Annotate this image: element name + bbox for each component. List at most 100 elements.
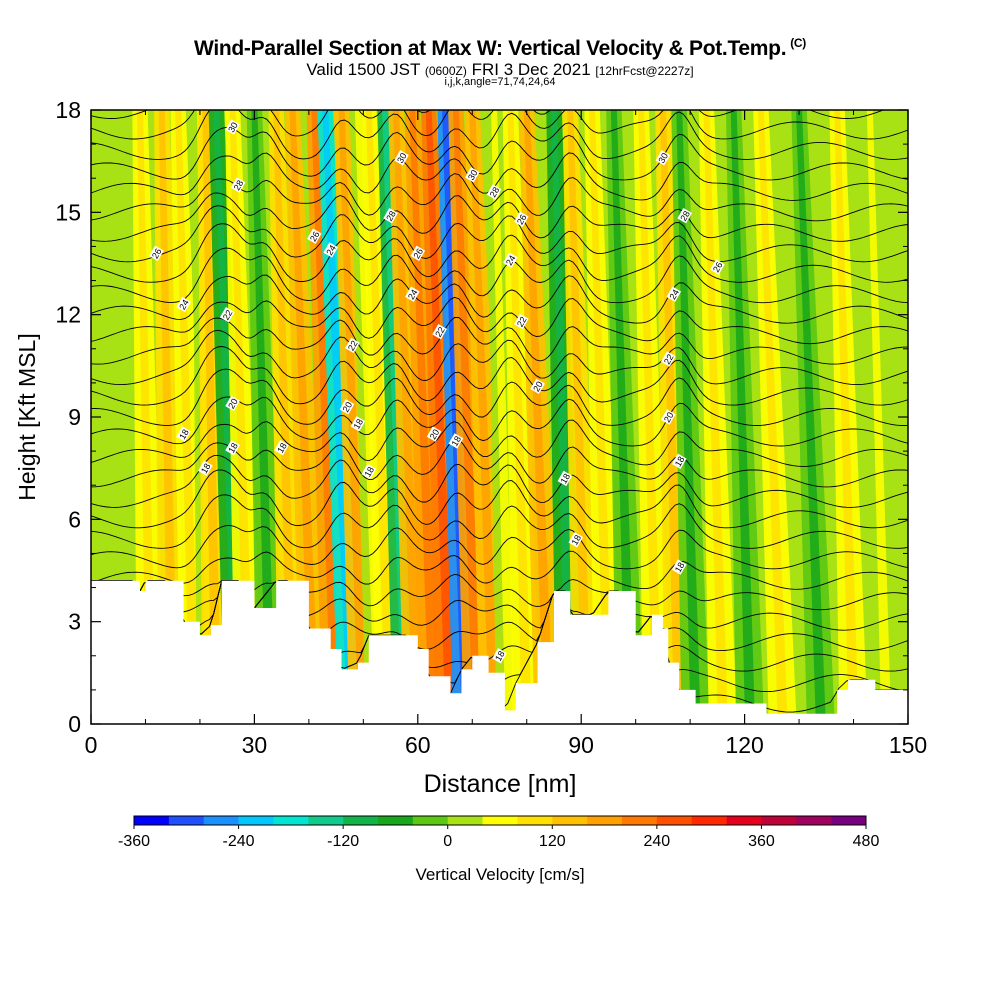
velocity-band-core — [796, 110, 826, 724]
theta-label-box — [486, 184, 502, 200]
theta-contour-line — [91, 439, 908, 488]
theta-label-box — [557, 470, 573, 487]
x-tick-label: 0 — [85, 732, 98, 758]
colorbar-swatch — [273, 816, 309, 825]
theta-contour-line — [91, 296, 908, 345]
theta-label: 24 — [323, 242, 339, 258]
theta-label: 18 — [671, 453, 687, 469]
theta-label-text: 18 — [351, 417, 365, 431]
colorbar-swatch — [447, 816, 483, 825]
chart-title: Wind-Parallel Section at Max W: Vertical… — [0, 36, 1000, 61]
theta-label: 30 — [225, 119, 240, 135]
theta-label-text: 20 — [662, 410, 676, 424]
colorbar-tick-label: 480 — [853, 833, 880, 850]
theta-label: 18 — [557, 470, 573, 487]
theta-label-text: 24 — [324, 243, 338, 257]
theta-label-box — [432, 324, 447, 340]
theta-label: 18 — [274, 440, 289, 456]
colorbar-label: Vertical Velocity [cm/s] — [415, 865, 584, 884]
theta-label-text: 18 — [673, 455, 687, 469]
theta-contour-line — [91, 223, 908, 283]
theta-contour-line — [91, 550, 908, 590]
axes: 0 30 60 90 120 150 0 3 6 9 12 15 18 — [55, 97, 927, 758]
theta-label: 26 — [410, 245, 426, 261]
y-tick-label: 12 — [55, 302, 81, 328]
theta-label-text: 18 — [673, 561, 687, 575]
theta-contour-line — [91, 454, 908, 508]
theta-label: 28 — [230, 177, 246, 193]
theta-label: 28 — [677, 208, 693, 224]
theta-label-box — [219, 307, 235, 323]
theta-label: 30 — [394, 150, 409, 166]
theta-label-box — [339, 399, 355, 415]
colorbar-swatch — [761, 816, 797, 825]
y-axis-label: Height [Kft MSL] — [14, 333, 40, 500]
theta-label-box — [710, 259, 725, 275]
theta-label-box — [568, 532, 584, 548]
theta-label-text: 18 — [226, 441, 240, 455]
theta-label-text: 26 — [308, 230, 322, 244]
colorbar-swatch — [308, 816, 344, 825]
terrain-mask — [91, 580, 908, 724]
velocity-band-core — [730, 110, 756, 724]
velocity-band-core — [834, 110, 859, 724]
theta-label-box — [225, 395, 240, 412]
colorbar-swatch — [622, 816, 658, 825]
colorbar-swatch — [552, 816, 588, 825]
velocity-band-core — [550, 110, 576, 724]
colorbar-swatch — [238, 816, 274, 825]
theta-label-box — [492, 648, 507, 664]
theta-label-text: 26 — [711, 260, 725, 274]
theta-label: 28 — [486, 184, 502, 200]
theta-label: 22 — [513, 313, 529, 330]
theta-label-box — [671, 559, 687, 575]
theta-label-box — [230, 177, 246, 193]
theta-label-box — [530, 378, 545, 394]
theta-label: 18 — [448, 433, 464, 449]
theta-label-box — [394, 150, 409, 166]
terrain-area — [91, 580, 908, 724]
velocity-band-core — [158, 110, 178, 724]
theta-label-text: 24 — [177, 298, 191, 312]
theta-label-box — [671, 453, 687, 469]
x-tick-label: 30 — [242, 732, 268, 758]
theta-label-box — [198, 460, 213, 476]
theta-label-text: 18 — [275, 441, 289, 455]
theta-label-text: 18 — [558, 472, 572, 486]
colorbar-swatch — [587, 816, 623, 825]
theta-label-text: 26 — [150, 247, 164, 261]
theta-label-text: 20 — [531, 380, 545, 394]
theta-contour-line — [91, 173, 908, 222]
theta-label: 26 — [513, 211, 529, 227]
theta-label-text: 28 — [232, 178, 246, 192]
velocity-band-core — [365, 110, 396, 724]
theta-label-text: 20 — [341, 400, 355, 414]
colorbar-swatch — [482, 816, 518, 825]
velocity-band-core — [425, 110, 456, 724]
colorbar-swatch — [517, 816, 553, 825]
theta-label: 20 — [225, 395, 240, 412]
theta-label-text: 24 — [667, 288, 681, 302]
theta-label-box — [513, 211, 529, 227]
colorbar-swatch — [378, 816, 414, 825]
valid-date: FRI 3 Dec 2021 — [471, 60, 591, 79]
theta-contours — [91, 110, 908, 713]
theta-label-text: 30 — [466, 168, 480, 182]
theta-contour-line — [91, 368, 908, 426]
theta-label-box — [225, 119, 240, 135]
x-tick-label: 90 — [568, 732, 594, 758]
theta-contour-line — [91, 494, 908, 549]
theta-contour-line — [91, 329, 908, 386]
grid-indices: i,j,k,angle=71,74,24,64 — [444, 76, 556, 88]
colorbar-swatch — [412, 816, 449, 825]
theta-label: 30 — [464, 167, 480, 183]
velocity-band-core — [638, 110, 663, 724]
velocity-band-core — [469, 110, 500, 724]
colorbar-tick-label: -240 — [223, 833, 255, 850]
theta-label: 18 — [350, 416, 366, 432]
velocity-band-core — [137, 110, 156, 724]
velocity-band-core — [866, 110, 892, 724]
x-tick-label: 60 — [405, 732, 431, 758]
colorbar-tick-label: -120 — [327, 833, 359, 850]
theta-contour-line — [91, 524, 908, 570]
